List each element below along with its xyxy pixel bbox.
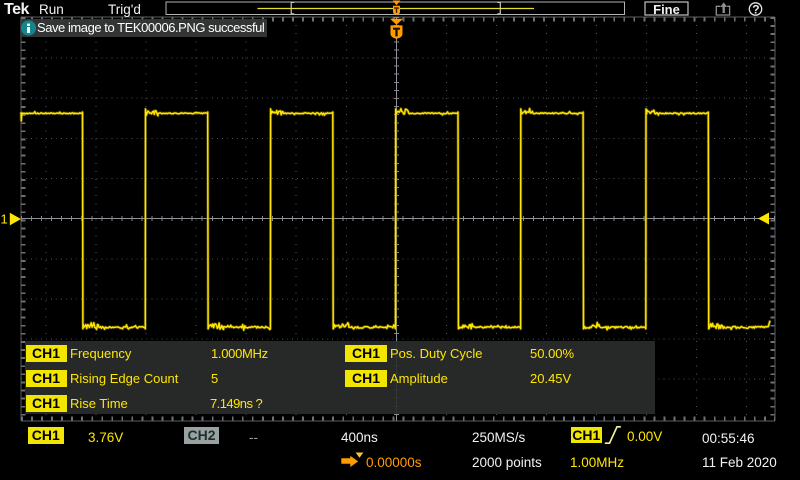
svg-text:?: ?	[752, 3, 759, 17]
svg-text:1: 1	[1, 212, 8, 227]
